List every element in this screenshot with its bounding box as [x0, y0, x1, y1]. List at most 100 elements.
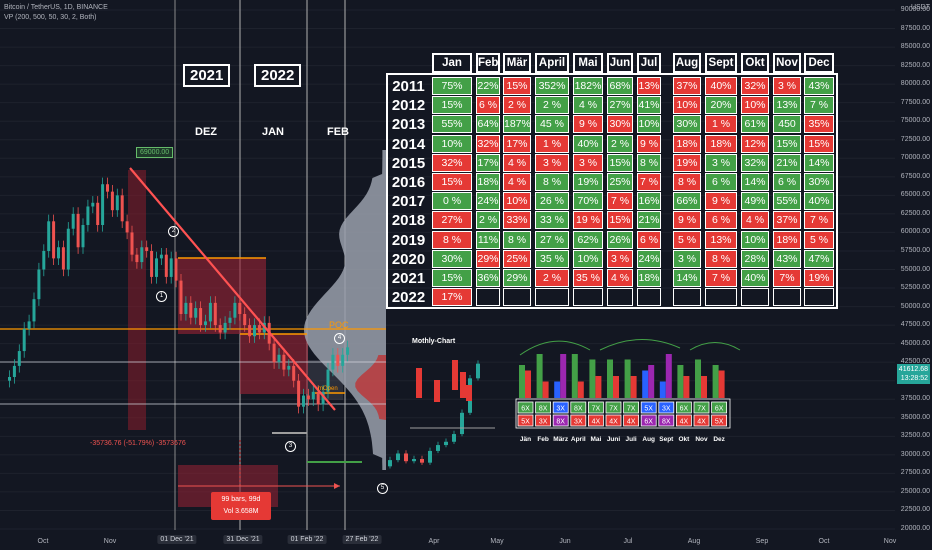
candle-body — [331, 354, 335, 370]
current-price-badge: 41612.68 13:28:52 — [896, 364, 930, 384]
month-label-jan: JAN — [262, 126, 285, 138]
year-cell: 2021 — [391, 270, 426, 287]
cycle-curve-2 — [599, 339, 681, 351]
count-top-box — [588, 401, 604, 414]
year-cell: 2013 — [391, 116, 426, 134]
count-top-label: 7X — [697, 406, 706, 413]
month-candle-body — [452, 434, 456, 442]
candle-body — [106, 184, 109, 192]
month-candle-body — [396, 453, 400, 461]
count-top-label: 7X — [609, 406, 618, 413]
count-bottom-box — [711, 414, 727, 427]
candle-body — [311, 391, 315, 400]
candle-body — [306, 395, 310, 400]
column-header: Mär — [503, 53, 531, 73]
return-cell: 11% — [476, 230, 500, 249]
overlay-bar — [434, 380, 440, 402]
bar-top-Mai — [589, 359, 596, 398]
time-tick-label: Sep — [755, 538, 769, 545]
month-label-feb: FEB — [327, 126, 349, 138]
overlay-bar — [452, 360, 458, 390]
count-bottom-label: 5X — [715, 419, 724, 426]
poc-label: POC — [329, 320, 349, 330]
return-cell: 8 % — [503, 230, 531, 249]
return-cell: 43% — [773, 249, 801, 268]
return-cell: 2 % — [607, 134, 633, 153]
return-cell: 2 % — [476, 211, 500, 230]
count-top-box — [605, 401, 622, 414]
column-header: Jan — [432, 53, 472, 73]
return-cell: 8 % — [705, 249, 737, 268]
month-candle-body — [420, 459, 424, 463]
return-cell: 7 % — [804, 96, 834, 115]
month-candle-body — [404, 453, 408, 462]
candle-body — [120, 195, 124, 222]
return-cell: 10% — [741, 96, 769, 115]
price-tick-label: 27500.00 — [900, 469, 930, 477]
price-tick-label: 50000.00 — [900, 302, 930, 310]
bars-info-box: 99 bars, 99d Vol 3.658M — [211, 492, 271, 520]
candle-body — [316, 391, 320, 405]
return-cell: 3 % — [773, 77, 801, 95]
candle-body — [326, 369, 330, 392]
price-tick-label: 42500.00 — [900, 358, 930, 366]
return-cell: 62% — [573, 230, 603, 249]
mopen-label: mOpen — [318, 386, 338, 392]
month-candle-body — [436, 445, 440, 451]
count-top-label: 7X — [592, 406, 601, 413]
trend-line — [129, 167, 336, 411]
return-cell: 2 % — [535, 269, 569, 287]
count-top-box — [711, 401, 727, 414]
return-cell: 61% — [741, 115, 769, 134]
return-cell: 33 % — [535, 211, 569, 230]
bar-top-März — [554, 381, 561, 398]
range-red-dec — [178, 258, 266, 334]
candle-body — [125, 221, 129, 233]
candle-body — [110, 191, 114, 211]
candle-body — [204, 321, 207, 326]
count-bottom-box — [693, 414, 710, 427]
return-cell: 17% — [476, 153, 500, 172]
count-top-box — [676, 401, 692, 414]
candle-body — [140, 247, 144, 263]
return-cell: 1 % — [705, 115, 737, 134]
bar-bottom-April — [577, 381, 584, 398]
month-category-label: Juli — [625, 436, 636, 443]
return-cell: 32% — [741, 153, 769, 172]
return-cell — [804, 288, 834, 307]
return-cell — [535, 288, 569, 307]
return-cell: 40% — [741, 269, 769, 287]
candle-body — [130, 232, 134, 255]
return-cell: 21% — [773, 153, 801, 172]
bar-bottom-Okt — [683, 376, 690, 398]
candle-body — [12, 365, 16, 378]
candle-body — [184, 302, 188, 314]
bar-top-April — [571, 354, 578, 398]
bar-bottom-Mai — [595, 376, 602, 398]
range-red-left — [128, 170, 146, 430]
year-cell: 2011 — [392, 78, 425, 95]
month-label-dez: DEZ — [195, 126, 217, 138]
count-top-box — [640, 401, 657, 414]
overlay-bar — [416, 368, 422, 398]
candle-body — [321, 391, 325, 405]
return-cell: 24% — [476, 192, 500, 211]
drawdown-arrow-head — [334, 483, 340, 489]
count-bottom-box — [623, 414, 639, 427]
return-cell: 5 % — [804, 230, 834, 249]
return-cell: 7% — [773, 269, 801, 287]
return-cell — [607, 288, 633, 307]
count-bottom-label: 4X — [592, 419, 601, 426]
drawdown-label: -35736.76 (-51.79%) -3573676 — [90, 440, 186, 447]
return-cell: 55% — [773, 192, 801, 211]
candle-body — [155, 258, 158, 277]
price-tick-label: 25000.00 — [900, 487, 930, 495]
return-cell: 70% — [573, 192, 603, 211]
return-cell: 5 % — [673, 230, 701, 249]
price-tick-label: 22500.00 — [900, 506, 930, 514]
month-candle-body — [388, 460, 392, 467]
price-tick-label: 60000.00 — [900, 228, 930, 236]
return-cell: 19 % — [573, 211, 603, 230]
bar-top-Okt — [677, 365, 684, 398]
count-bottom-box — [517, 414, 534, 427]
